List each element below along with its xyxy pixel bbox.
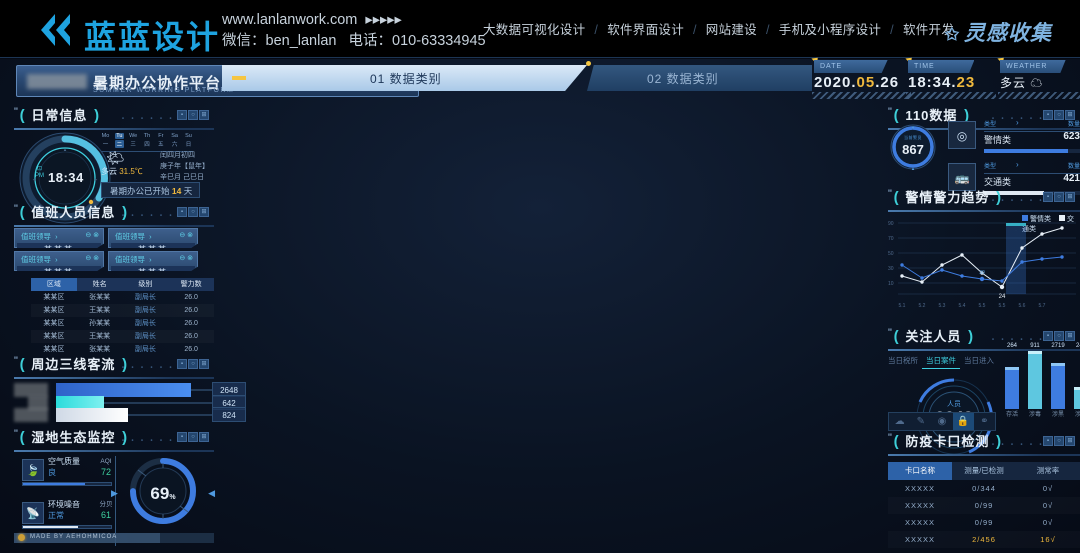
svg-text:90: 90 <box>888 221 894 227</box>
svg-text:50: 50 <box>888 251 894 257</box>
svg-text:5.5: 5.5 <box>999 303 1006 309</box>
svg-text:⌄: ⌄ <box>1013 227 1018 233</box>
svg-text:5.3: 5.3 <box>939 303 946 309</box>
svg-text:24: 24 <box>999 294 1006 300</box>
svg-text:10: 10 <box>888 281 894 287</box>
svg-text:5.4: 5.4 <box>959 303 966 309</box>
svg-text:5.7: 5.7 <box>1039 303 1046 309</box>
svg-text:5.2: 5.2 <box>919 303 926 309</box>
svg-text:70: 70 <box>888 236 894 242</box>
svg-text:30: 30 <box>888 266 894 272</box>
svg-text:5.5: 5.5 <box>979 303 986 309</box>
svg-text:5.1: 5.1 <box>899 303 906 309</box>
svg-text:30: 30 <box>979 270 985 276</box>
svg-text:5.6: 5.6 <box>1019 303 1026 309</box>
